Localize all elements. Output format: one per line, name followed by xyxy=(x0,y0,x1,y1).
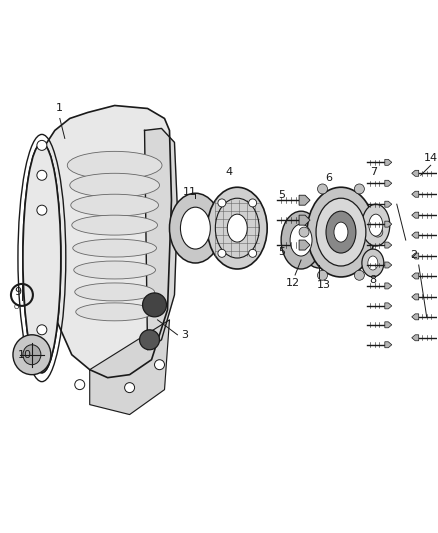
Circle shape xyxy=(218,249,226,257)
Circle shape xyxy=(373,227,383,237)
Circle shape xyxy=(218,199,226,207)
Polygon shape xyxy=(412,253,419,259)
Ellipse shape xyxy=(307,187,375,277)
Circle shape xyxy=(354,184,364,194)
Text: 3: 3 xyxy=(181,330,188,340)
Circle shape xyxy=(140,330,159,350)
Polygon shape xyxy=(412,232,419,238)
Circle shape xyxy=(354,270,364,280)
Ellipse shape xyxy=(301,216,337,268)
Circle shape xyxy=(299,227,309,237)
Ellipse shape xyxy=(281,211,321,269)
Polygon shape xyxy=(299,195,310,205)
Ellipse shape xyxy=(67,151,162,179)
Ellipse shape xyxy=(71,194,159,216)
Ellipse shape xyxy=(180,207,210,249)
Text: 12: 12 xyxy=(286,278,300,288)
Circle shape xyxy=(249,199,257,207)
Text: 14: 14 xyxy=(424,154,438,163)
Polygon shape xyxy=(299,240,310,250)
Ellipse shape xyxy=(368,256,378,270)
Ellipse shape xyxy=(13,335,51,375)
Polygon shape xyxy=(385,322,392,328)
Circle shape xyxy=(125,383,134,393)
Ellipse shape xyxy=(76,303,154,321)
Polygon shape xyxy=(145,128,177,350)
Ellipse shape xyxy=(334,222,348,242)
Polygon shape xyxy=(412,273,419,279)
Polygon shape xyxy=(412,191,419,197)
Ellipse shape xyxy=(316,198,366,266)
Ellipse shape xyxy=(73,239,156,257)
Ellipse shape xyxy=(326,211,356,253)
Text: 10: 10 xyxy=(18,350,32,360)
Polygon shape xyxy=(42,106,171,378)
Text: 9: 9 xyxy=(14,287,21,297)
Ellipse shape xyxy=(23,143,61,373)
Text: O: O xyxy=(13,304,19,310)
Ellipse shape xyxy=(290,224,312,256)
Text: 7: 7 xyxy=(370,167,378,177)
Circle shape xyxy=(75,379,85,390)
Circle shape xyxy=(249,249,257,257)
Ellipse shape xyxy=(309,227,329,257)
Polygon shape xyxy=(385,201,392,207)
Circle shape xyxy=(37,171,47,180)
Ellipse shape xyxy=(75,283,155,301)
Text: 2: 2 xyxy=(410,250,417,260)
Ellipse shape xyxy=(362,204,390,246)
Circle shape xyxy=(155,360,165,370)
Polygon shape xyxy=(385,221,392,227)
Ellipse shape xyxy=(207,187,267,269)
Circle shape xyxy=(37,325,47,335)
Polygon shape xyxy=(385,342,392,348)
Polygon shape xyxy=(385,262,392,268)
Polygon shape xyxy=(412,212,419,218)
Ellipse shape xyxy=(362,249,384,277)
Ellipse shape xyxy=(227,214,247,242)
Text: 1: 1 xyxy=(57,103,64,114)
Text: 4: 4 xyxy=(226,167,233,177)
Polygon shape xyxy=(385,303,392,309)
Circle shape xyxy=(318,270,328,280)
Ellipse shape xyxy=(72,215,158,235)
Ellipse shape xyxy=(23,345,41,365)
Ellipse shape xyxy=(369,214,383,236)
Ellipse shape xyxy=(23,143,61,373)
Text: 6: 6 xyxy=(325,173,332,183)
Polygon shape xyxy=(412,335,419,341)
Text: 11: 11 xyxy=(182,187,196,197)
Text: 5: 5 xyxy=(279,247,286,257)
Polygon shape xyxy=(385,180,392,186)
Text: 13: 13 xyxy=(317,280,331,290)
Polygon shape xyxy=(385,242,392,248)
Circle shape xyxy=(318,184,328,194)
Circle shape xyxy=(37,205,47,215)
Ellipse shape xyxy=(74,261,155,279)
Polygon shape xyxy=(90,320,170,415)
Polygon shape xyxy=(385,159,392,165)
Text: 5: 5 xyxy=(279,190,286,200)
Ellipse shape xyxy=(170,193,221,263)
Polygon shape xyxy=(299,215,310,225)
Ellipse shape xyxy=(70,173,159,197)
Polygon shape xyxy=(385,283,392,289)
Polygon shape xyxy=(412,294,419,300)
Circle shape xyxy=(142,293,166,317)
Circle shape xyxy=(37,140,47,150)
Polygon shape xyxy=(412,314,419,320)
Polygon shape xyxy=(412,171,419,176)
Circle shape xyxy=(37,353,47,362)
Text: 8: 8 xyxy=(369,275,376,285)
